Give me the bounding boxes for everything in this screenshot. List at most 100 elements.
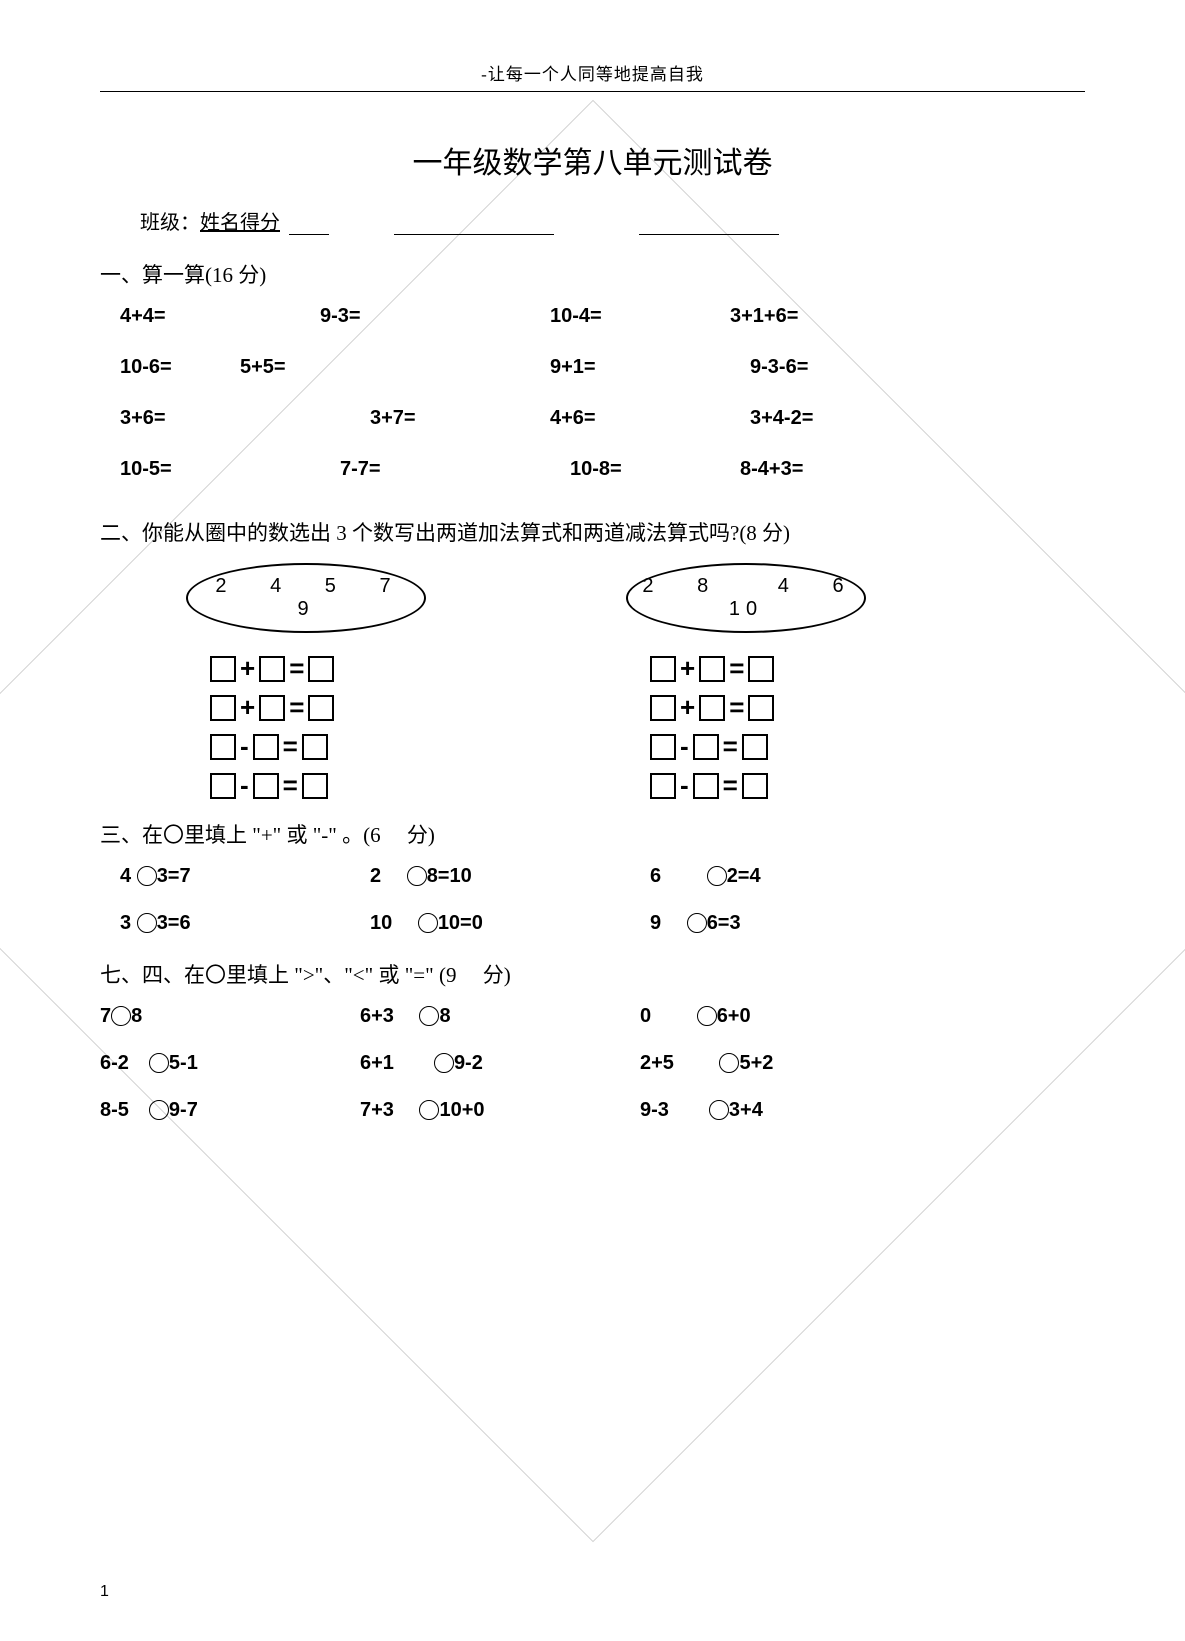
rhs: 3=7 bbox=[157, 865, 191, 887]
sec4-item: 2+5 5+2 bbox=[640, 1052, 900, 1075]
calc-cell: 9-3= bbox=[320, 305, 550, 328]
blank-box bbox=[699, 656, 725, 682]
calc-cell: 7-7= bbox=[340, 458, 570, 481]
calc-cell: 3+1+6= bbox=[730, 305, 798, 328]
blank-circle bbox=[149, 1100, 169, 1120]
op: - bbox=[240, 731, 249, 762]
blank-box bbox=[253, 734, 279, 760]
eq: = bbox=[289, 653, 304, 684]
calc-cell: 10-8= bbox=[570, 458, 740, 481]
blank-box bbox=[259, 656, 285, 682]
lhs: 8-5 bbox=[100, 1099, 149, 1121]
calc-cell: 4+4= bbox=[120, 305, 320, 328]
eq: = bbox=[723, 770, 738, 801]
rhs: 3=6 bbox=[157, 912, 191, 934]
blank-circle bbox=[687, 913, 707, 933]
sec3-item: 3 3=6 bbox=[120, 912, 370, 935]
op: + bbox=[680, 653, 695, 684]
blank-box bbox=[210, 656, 236, 682]
sec4-row: 78 6+3 8 0 6+0 bbox=[100, 1005, 1085, 1028]
oval-line: 9 bbox=[297, 598, 314, 621]
sec3-item: 10 10=0 bbox=[370, 912, 650, 935]
blank-circle bbox=[419, 1006, 439, 1026]
blank-box bbox=[259, 695, 285, 721]
sec4-item: 0 6+0 bbox=[640, 1005, 900, 1028]
op: - bbox=[680, 770, 689, 801]
eq-line: -= bbox=[210, 770, 590, 801]
blank-box bbox=[302, 773, 328, 799]
calc-cell: 10-6= bbox=[120, 356, 240, 379]
blank-box bbox=[650, 734, 676, 760]
eq: = bbox=[729, 692, 744, 723]
blank-box bbox=[699, 695, 725, 721]
info-blank-1 bbox=[289, 217, 329, 235]
sec3-item: 9 6=3 bbox=[650, 912, 890, 935]
op: + bbox=[680, 692, 695, 723]
eq: = bbox=[283, 731, 298, 762]
blank-box bbox=[253, 773, 279, 799]
oval-group-right: 2 8 4 6 10 += += -= -= bbox=[590, 563, 1030, 809]
blank-box bbox=[742, 773, 768, 799]
eq-line: -= bbox=[650, 731, 1030, 762]
rhs: 6+0 bbox=[717, 1005, 751, 1027]
lhs: 7 bbox=[100, 1005, 111, 1027]
info-prefix: 班级： bbox=[140, 212, 200, 234]
blank-box bbox=[210, 773, 236, 799]
blank-box bbox=[748, 656, 774, 682]
lhs: 6+1 bbox=[360, 1052, 434, 1074]
lhs: 2+5 bbox=[640, 1052, 719, 1074]
blank-box bbox=[748, 695, 774, 721]
calc-cell: 5+5= bbox=[240, 356, 550, 379]
rhs: 9-7 bbox=[169, 1099, 198, 1121]
sec3-item: 6 2=4 bbox=[650, 865, 890, 888]
blank-box bbox=[210, 734, 236, 760]
sec4-row: 8-5 9-7 7+3 10+0 9-3 3+4 bbox=[100, 1099, 1085, 1122]
eq: = bbox=[723, 731, 738, 762]
section2-title: 二、你能从圈中的数选出 3 个数写出两道加法算式和两道减法算式吗?(8 分) bbox=[100, 517, 1085, 547]
eq-line: += bbox=[650, 653, 1030, 684]
calc-cell: 10-5= bbox=[120, 458, 340, 481]
page-number: 1 bbox=[100, 1583, 109, 1601]
lhs: 2 bbox=[370, 865, 407, 887]
section3-title: 三、在〇里填上 "+" 或 "-" 。(6 分) bbox=[100, 819, 1085, 849]
sec4-item: 7+3 10+0 bbox=[360, 1099, 640, 1122]
number-oval-2: 2 8 4 6 10 bbox=[626, 563, 866, 633]
blank-box bbox=[650, 656, 676, 682]
number-oval-1: 2 4 5 7 9 bbox=[186, 563, 426, 633]
oval-line: 10 bbox=[729, 598, 763, 621]
rhs: 3+4 bbox=[729, 1099, 763, 1121]
calc-cell: 3+4-2= bbox=[750, 407, 813, 430]
sec4-item: 6+3 8 bbox=[360, 1005, 640, 1028]
rhs: 8 bbox=[131, 1005, 142, 1027]
calc-cell: 4+6= bbox=[550, 407, 750, 430]
calc-cell: 10-4= bbox=[550, 305, 730, 328]
equations-left: += += -= -= bbox=[150, 653, 590, 801]
sec3-row: 4 3=7 2 8=10 6 2=4 bbox=[100, 865, 1085, 888]
rhs: 2=4 bbox=[727, 865, 761, 887]
sec4-item: 6+1 9-2 bbox=[360, 1052, 640, 1075]
eq: = bbox=[283, 770, 298, 801]
section3-body: 4 3=7 2 8=10 6 2=4 3 3=6 10 10=0 9 6=3 bbox=[100, 865, 1085, 935]
blank-box bbox=[302, 734, 328, 760]
eq: = bbox=[289, 692, 304, 723]
sec3-item: 2 8=10 bbox=[370, 865, 650, 888]
blank-circle bbox=[419, 1100, 439, 1120]
blank-circle bbox=[719, 1053, 739, 1073]
blank-box bbox=[693, 773, 719, 799]
info-underlined: 姓名得分 bbox=[200, 212, 280, 234]
blank-box bbox=[693, 734, 719, 760]
lhs: 9-3 bbox=[640, 1099, 709, 1121]
calc-cell: 3+6= bbox=[120, 407, 370, 430]
blank-circle bbox=[137, 913, 157, 933]
eq-line: -= bbox=[210, 731, 590, 762]
ovals-container: 2 4 5 7 9 += += -= -= 2 8 4 6 10 += += -… bbox=[100, 563, 1085, 809]
page-title: 一年级数学第八单元测试卷 bbox=[100, 138, 1085, 182]
calc-cell: 9+1= bbox=[550, 356, 750, 379]
oval-line: 2 8 4 6 bbox=[642, 575, 849, 598]
calc-grid: 4+4= 9-3= 10-4= 3+1+6= 10-6= 5+5= 9+1= 9… bbox=[100, 305, 1085, 481]
sec4-item: 8-5 9-7 bbox=[100, 1099, 360, 1122]
info-row: 班级：姓名得分 bbox=[140, 206, 1085, 235]
lhs: 6 bbox=[650, 865, 707, 887]
blank-box bbox=[210, 695, 236, 721]
section1-title: 一、算一算(16 分) bbox=[100, 259, 1085, 289]
